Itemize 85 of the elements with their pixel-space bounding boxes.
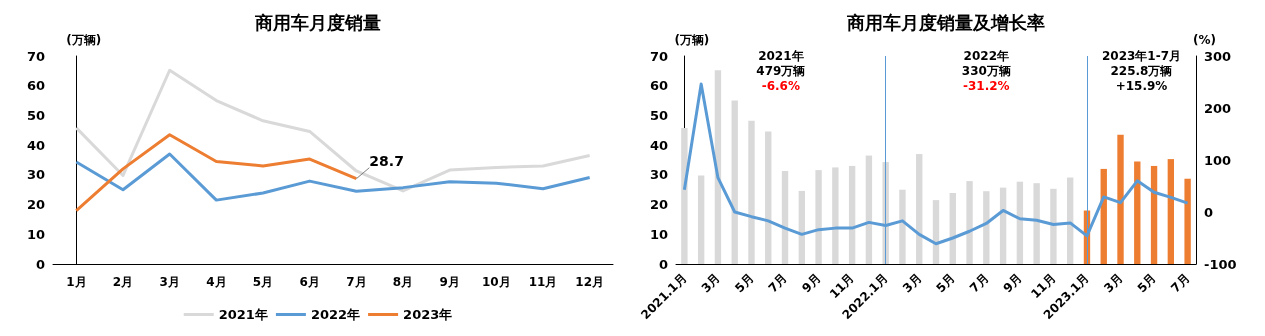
x-tick-label: 1月 bbox=[66, 275, 87, 289]
bar bbox=[748, 120, 755, 264]
bar bbox=[983, 191, 990, 264]
y-tick-label: 20 bbox=[649, 197, 668, 213]
y-tick-label: 30 bbox=[26, 167, 45, 183]
legend-label: 2022年 bbox=[310, 307, 361, 322]
y-tick-label: 10 bbox=[26, 226, 45, 242]
bar bbox=[1016, 181, 1024, 264]
x-tick-label: 11月 bbox=[528, 275, 558, 289]
bar bbox=[1067, 177, 1074, 264]
y2-tick-label: 100 bbox=[1204, 152, 1232, 168]
line-series bbox=[74, 152, 592, 202]
legend-label: 2023年 bbox=[403, 307, 453, 322]
x-tick-label: 3月 bbox=[698, 271, 723, 296]
bar bbox=[731, 100, 738, 264]
x-tick-label: 7月 bbox=[1168, 271, 1193, 296]
bar bbox=[765, 131, 772, 264]
bar bbox=[966, 181, 973, 264]
x-tick-label: 12月 bbox=[575, 275, 605, 289]
x-tick-label: 4月 bbox=[206, 275, 227, 289]
line-series bbox=[74, 68, 592, 193]
bar bbox=[781, 170, 789, 264]
y2-axis-title: (%) bbox=[1193, 33, 1216, 47]
bar bbox=[798, 190, 805, 264]
y-tick-label: 60 bbox=[26, 78, 45, 94]
legend-label: 2021年 bbox=[218, 307, 268, 322]
y-tick-label: 60 bbox=[649, 78, 668, 94]
y-tick-label: 40 bbox=[26, 137, 45, 153]
line-series bbox=[74, 133, 358, 213]
y-tick-label: 0 bbox=[658, 256, 668, 272]
y-tick-label: 10 bbox=[649, 226, 668, 242]
bar bbox=[949, 192, 956, 264]
bar bbox=[681, 127, 688, 264]
x-tick-label: 9月 bbox=[799, 271, 824, 296]
y-tick-label: 50 bbox=[26, 107, 45, 123]
chart-title: 商用车月度销量及增长率 bbox=[846, 11, 1045, 33]
bar bbox=[916, 154, 923, 264]
x-tick-label: 5月 bbox=[252, 275, 274, 289]
x-tick-label: 7月 bbox=[765, 271, 790, 296]
x-tick-label: 3月 bbox=[899, 271, 925, 296]
bar bbox=[865, 155, 873, 264]
y2-tick-label: -100 bbox=[1204, 256, 1237, 272]
x-tick-label: 10月 bbox=[481, 275, 511, 289]
annotation: 2022年 330万辆 -31.2% bbox=[961, 48, 1011, 93]
bar bbox=[1117, 134, 1124, 264]
x-tick-label: 7月 bbox=[966, 271, 992, 296]
data-label: 28.7 bbox=[369, 152, 404, 169]
bar bbox=[1050, 188, 1057, 264]
x-tick-label: 5月 bbox=[933, 271, 958, 296]
y-tick-label: 40 bbox=[649, 137, 668, 153]
bar bbox=[899, 189, 906, 264]
x-tick-label: 3月 bbox=[159, 275, 180, 289]
annotation: 2021年 479万辆 -6.6% bbox=[756, 48, 806, 93]
x-tick-label: 6月 bbox=[299, 275, 320, 289]
bar bbox=[1167, 159, 1175, 264]
annotation: 2023年1-7月 225.8万辆 +15.9% bbox=[1101, 48, 1182, 93]
x-tick-label: 7月 bbox=[346, 275, 367, 289]
x-tick-label: 5月 bbox=[732, 271, 757, 296]
bar bbox=[1184, 178, 1191, 264]
y-axis-title: (万辆) bbox=[66, 33, 102, 47]
bar bbox=[1033, 183, 1040, 264]
x-tick-label: 2月 bbox=[112, 275, 134, 289]
y2-tick-label: 0 bbox=[1204, 204, 1214, 220]
x-tick-label: 8月 bbox=[392, 275, 414, 289]
bar bbox=[932, 200, 940, 264]
y-tick-label: 20 bbox=[26, 197, 45, 213]
y-tick-label: 70 bbox=[649, 48, 668, 64]
bar bbox=[1150, 165, 1158, 264]
y-tick-label: 50 bbox=[649, 107, 668, 123]
bar bbox=[848, 165, 856, 264]
x-tick-label: 9月 bbox=[1000, 271, 1025, 296]
bar bbox=[697, 175, 705, 264]
y2-tick-label: 200 bbox=[1204, 100, 1232, 116]
y-axis-title: (万辆) bbox=[674, 33, 710, 47]
bar bbox=[832, 167, 839, 264]
y-tick-label: 0 bbox=[35, 256, 45, 272]
x-tick-label: 9月 bbox=[439, 275, 460, 289]
chart-title: 商用车月度销量 bbox=[254, 11, 381, 33]
y-tick-label: 70 bbox=[26, 48, 45, 64]
y2-tick-label: 300 bbox=[1204, 48, 1232, 64]
bar bbox=[815, 170, 822, 264]
y-tick-label: 30 bbox=[649, 167, 668, 183]
x-tick-label: 5月 bbox=[1134, 271, 1160, 296]
bar bbox=[1134, 161, 1141, 264]
x-tick-label: 3月 bbox=[1101, 271, 1126, 296]
